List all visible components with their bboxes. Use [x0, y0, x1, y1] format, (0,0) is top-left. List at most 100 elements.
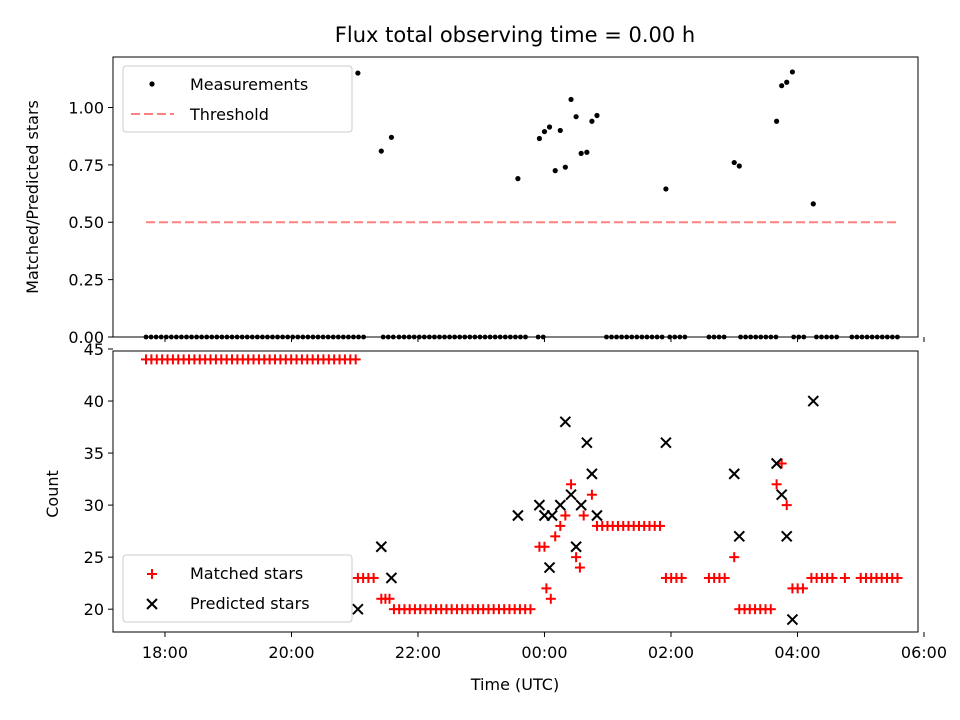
- x-axis-label: Time (UTC): [470, 675, 559, 694]
- measurement-point: [824, 334, 829, 340]
- predicted-star-marker: [352, 603, 364, 615]
- predicted-star-marker: [591, 509, 603, 522]
- bottom-x-tick-label: 00:00: [521, 643, 567, 662]
- measurement-point: [552, 168, 558, 174]
- matched-star-marker: [776, 458, 787, 469]
- measurement-point: [546, 124, 553, 130]
- measurement-point: [219, 334, 225, 340]
- measurement-point: [168, 334, 174, 340]
- measurement-point: [199, 334, 205, 340]
- predicted-star-marker: [575, 499, 587, 511]
- measurement-point: [351, 334, 356, 340]
- predicted-star-marker: [512, 509, 524, 522]
- measurement-point: [796, 334, 802, 340]
- measurement-point: [406, 334, 412, 340]
- bottom-x-tick-label: 20:00: [268, 643, 314, 662]
- measurement-point: [411, 334, 417, 340]
- measurement-point: [578, 150, 584, 156]
- measurement-point: [194, 334, 200, 340]
- matched-star-marker: [555, 520, 566, 531]
- measurement-point: [330, 334, 336, 340]
- measurement-point: [629, 334, 635, 340]
- measurement-point: [779, 83, 785, 89]
- measurement-point: [229, 334, 235, 340]
- measurement-point: [452, 334, 458, 340]
- measurement-point: [639, 334, 645, 340]
- measurement-point: [573, 114, 579, 120]
- matched-star-marker: [765, 604, 776, 615]
- measurement-point: [829, 334, 835, 340]
- bottom-x-tick-label: 18:00: [142, 643, 188, 662]
- matched-star-marker: [827, 572, 838, 583]
- measurement-point: [421, 334, 427, 340]
- bottom-y-tick-label: 35: [84, 444, 104, 463]
- measurement-point: [378, 148, 384, 154]
- matched-star-marker: [539, 541, 550, 552]
- bottom-y-axis-label: Count: [43, 470, 62, 518]
- measurement-point: [738, 334, 743, 340]
- measurement-point: [774, 118, 780, 124]
- bottom-legend-box: [122, 554, 353, 623]
- legend-matched-marker: [147, 569, 157, 579]
- measurement-point: [672, 334, 678, 340]
- matched-star-marker: [384, 593, 395, 604]
- predicted-star-marker: [570, 541, 582, 553]
- measurement-point: [153, 334, 159, 340]
- measurement-point: [594, 112, 600, 119]
- measurement-point: [763, 334, 769, 340]
- measurement-point: [290, 334, 296, 340]
- matched-star-marker: [541, 583, 552, 594]
- matched-star-marker: [525, 604, 536, 615]
- measurement-point: [396, 334, 402, 340]
- measurement-point: [789, 69, 796, 75]
- measurement-point: [361, 334, 366, 340]
- matched-star-marker: [368, 572, 379, 583]
- matched-star-marker: [578, 510, 589, 521]
- measurement-point: [711, 334, 717, 340]
- measurement-point: [791, 334, 797, 340]
- measurement-point: [189, 334, 194, 340]
- measurement-point: [143, 334, 149, 340]
- top-y-tick-label: 1.00: [68, 98, 104, 117]
- matched-star-marker: [550, 531, 561, 542]
- measurement-point: [854, 334, 860, 340]
- measurement-point: [507, 334, 513, 340]
- measurement-point: [477, 334, 483, 340]
- measurement-point: [614, 334, 619, 340]
- measurement-point: [224, 334, 230, 340]
- measurement-point: [447, 334, 452, 340]
- top-y-axis-label: Matched/Predicted stars: [23, 100, 42, 294]
- measurement-point: [773, 334, 779, 340]
- measurement-point: [482, 334, 488, 340]
- bottom-plot-area: 20 25 30 35 40 45 18:00 20:00 22:00 00:00 02:00 04:…: [84, 340, 947, 662]
- matched-star-marker: [571, 552, 582, 563]
- measurement-point: [649, 334, 655, 340]
- measurement-point: [285, 334, 291, 340]
- measurement-point: [432, 334, 437, 340]
- measurement-point: [515, 176, 521, 182]
- measurement-point: [536, 135, 543, 142]
- measurement-point: [864, 334, 870, 340]
- matched-star-marker: [560, 510, 571, 521]
- measurement-point: [426, 334, 432, 340]
- measurement-point: [819, 334, 824, 340]
- measurement-point: [295, 334, 301, 340]
- matched-star-marker: [771, 479, 782, 490]
- measurement-point: [239, 334, 245, 340]
- measurement-point: [784, 79, 790, 85]
- matched-star-marker: [719, 572, 730, 583]
- measurement-point: [659, 334, 665, 340]
- measurement-point: [163, 334, 169, 340]
- measurement-point: [721, 334, 727, 340]
- matched-star-marker: [574, 562, 585, 573]
- bottom-y-tick-label: 45: [84, 340, 104, 359]
- predicted-star-marker: [775, 488, 788, 501]
- measurement-point: [753, 334, 759, 340]
- predicted-star-marker: [733, 530, 745, 543]
- measurement-point: [682, 334, 688, 340]
- measurement-point: [214, 334, 220, 340]
- measurement-point: [758, 334, 764, 340]
- bottom-x-tick-label: 06:00: [901, 643, 947, 662]
- measurement-point: [335, 334, 341, 340]
- matched-star-marker: [566, 479, 577, 490]
